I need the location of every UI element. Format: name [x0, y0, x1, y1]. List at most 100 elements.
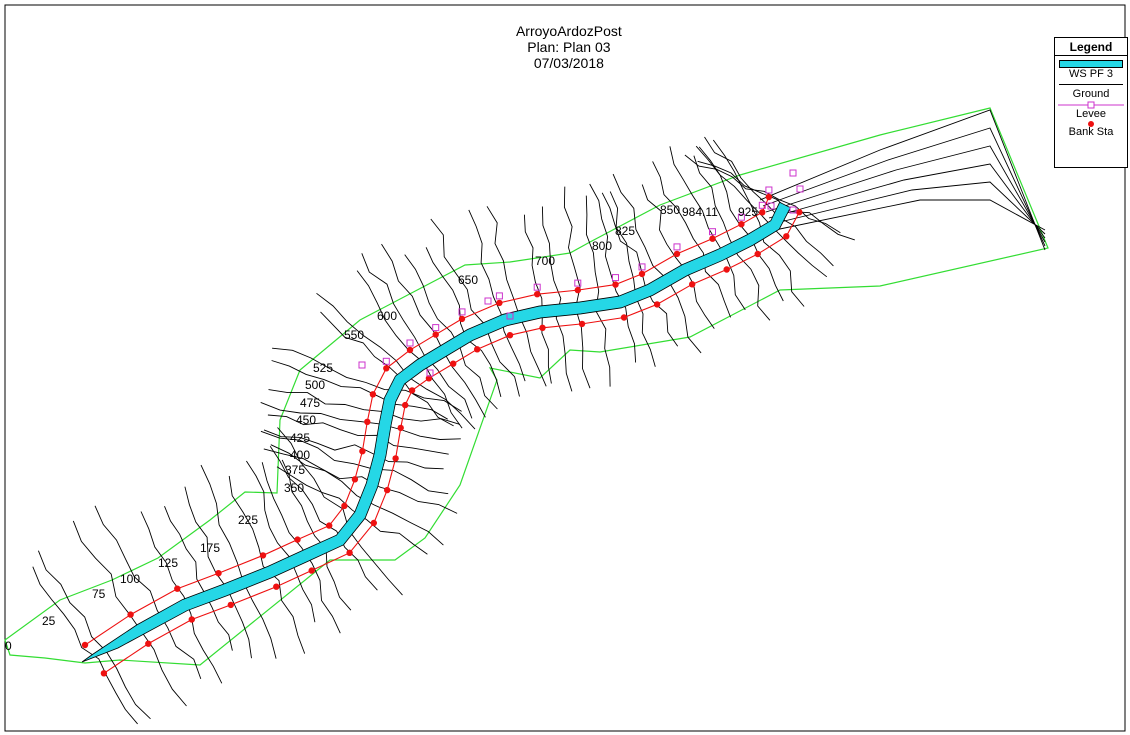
- legend-box: Legend WS PF 3 Ground Levee Bank Sta: [1054, 37, 1128, 168]
- bank-station-dot: [612, 281, 618, 287]
- bank-station-dot: [539, 325, 545, 331]
- bank-station-dot: [755, 251, 761, 257]
- bank-station-dot: [534, 291, 540, 297]
- bank-station-dot: [507, 332, 513, 338]
- levee-marker: [359, 362, 365, 368]
- bank-station-dot: [228, 602, 234, 608]
- station-label: 700: [535, 254, 555, 268]
- bank-station-dot: [309, 567, 315, 573]
- ground-xs-line: [95, 506, 201, 679]
- levee-markers: [359, 170, 803, 376]
- bank-station-dot: [639, 271, 645, 277]
- bank-station-dot: [621, 314, 627, 320]
- ground-xs-line: [201, 465, 276, 658]
- ground-xs-line: [713, 140, 804, 307]
- plan-date: 07/03/2018: [534, 55, 604, 71]
- station-label: 825: [615, 224, 635, 238]
- station-label: 984.11: [682, 205, 718, 219]
- station-label: 475: [300, 396, 320, 410]
- levee-marker: [496, 293, 502, 299]
- station-label: 800: [592, 239, 612, 253]
- bank-station-dot: [474, 346, 480, 352]
- plan-name: Plan: Plan 03: [527, 39, 610, 55]
- bank-station-dot: [724, 266, 730, 272]
- bank-station-dot: [402, 402, 408, 408]
- right-bank-line: [104, 212, 799, 673]
- legend-ws-swatch: [1059, 60, 1123, 68]
- station-label: 650: [458, 273, 478, 287]
- bank-station-dot: [364, 419, 370, 425]
- bank-station-dot: [273, 584, 279, 590]
- station-label: 425: [290, 431, 310, 445]
- station-label: 400: [290, 448, 310, 462]
- bank-station-dot: [674, 251, 680, 257]
- levee-marker: [790, 170, 796, 176]
- ground-xs-line: [362, 253, 472, 418]
- bank-station-dot: [496, 300, 502, 306]
- plot-border: [5, 5, 1125, 731]
- bank-station-dot: [398, 425, 404, 431]
- bank-station-dot: [783, 233, 789, 239]
- ground-cross-sections: [33, 110, 1045, 724]
- levee-marker: [766, 187, 772, 193]
- bank-station-dot: [215, 570, 221, 576]
- bank-station-dot: [370, 391, 376, 397]
- bank-station-dot: [392, 455, 398, 461]
- legend-title: Legend: [1055, 38, 1127, 56]
- bank-station-dot: [260, 552, 266, 558]
- plot-title: ArroyoArdozPost Plan: Plan 03 07/03/2018: [0, 7, 1130, 71]
- legend-bank-label: Bank Sta: [1055, 126, 1127, 138]
- station-label: 850: [660, 203, 680, 217]
- bank-station-dot: [433, 331, 439, 337]
- bank-station-dot: [689, 281, 695, 287]
- station-label: 375: [285, 463, 305, 477]
- bank-station-dot: [709, 236, 715, 242]
- station-label: 925: [738, 205, 758, 219]
- station-label: 125: [158, 556, 178, 570]
- legend-levee-label: Levee: [1055, 108, 1127, 120]
- ground-xs-line: [769, 164, 1045, 238]
- levee-marker: [485, 298, 491, 304]
- bank-station-dot: [450, 361, 456, 367]
- station-label: 175: [200, 541, 220, 555]
- bank-station-dot: [766, 194, 772, 200]
- legend-ground-label: Ground: [1055, 88, 1127, 100]
- bank-station-dot: [575, 287, 581, 293]
- station-label: 0: [5, 639, 12, 653]
- project-name: ArroyoArdozPost: [516, 23, 622, 39]
- bank-station-dot: [346, 550, 352, 556]
- ground-xs-line: [590, 184, 636, 363]
- left-bank-line: [85, 197, 769, 645]
- ground-xs-line: [763, 128, 1045, 246]
- ground-xs-line: [610, 192, 655, 367]
- bank-station-dot: [738, 221, 744, 227]
- legend-ground-swatch: [1059, 84, 1123, 85]
- water-surface-ws-pf3: [82, 202, 790, 662]
- bank-station-dot: [383, 365, 389, 371]
- bank-station-dot: [127, 611, 133, 617]
- station-label: 600: [377, 309, 397, 323]
- ground-xs-line: [542, 207, 572, 392]
- ground-xs-line: [586, 196, 610, 387]
- bank-station-dot: [326, 522, 332, 528]
- levee-marker: [613, 275, 619, 281]
- bank-station-dot: [352, 476, 358, 482]
- station-label: 550: [344, 328, 364, 342]
- levee-marker: [407, 340, 413, 346]
- station-label: 75: [92, 587, 106, 601]
- station-label: 500: [305, 378, 325, 392]
- bank-station-dot: [384, 487, 390, 493]
- bank-station-dot: [579, 321, 585, 327]
- legend-ws-label: WS PF 3: [1055, 68, 1127, 80]
- bank-station-dot: [459, 316, 465, 322]
- bank-station-dot: [101, 670, 107, 676]
- bank-station-dot: [174, 586, 180, 592]
- bank-station-dot: [407, 347, 413, 353]
- station-label: 25: [42, 614, 56, 628]
- ground-xs-line: [431, 219, 520, 397]
- bank-station-dot: [796, 209, 802, 215]
- bank-station-dot: [409, 387, 415, 393]
- reach-boundary: [5, 108, 1048, 665]
- bank-station-dot: [341, 503, 347, 509]
